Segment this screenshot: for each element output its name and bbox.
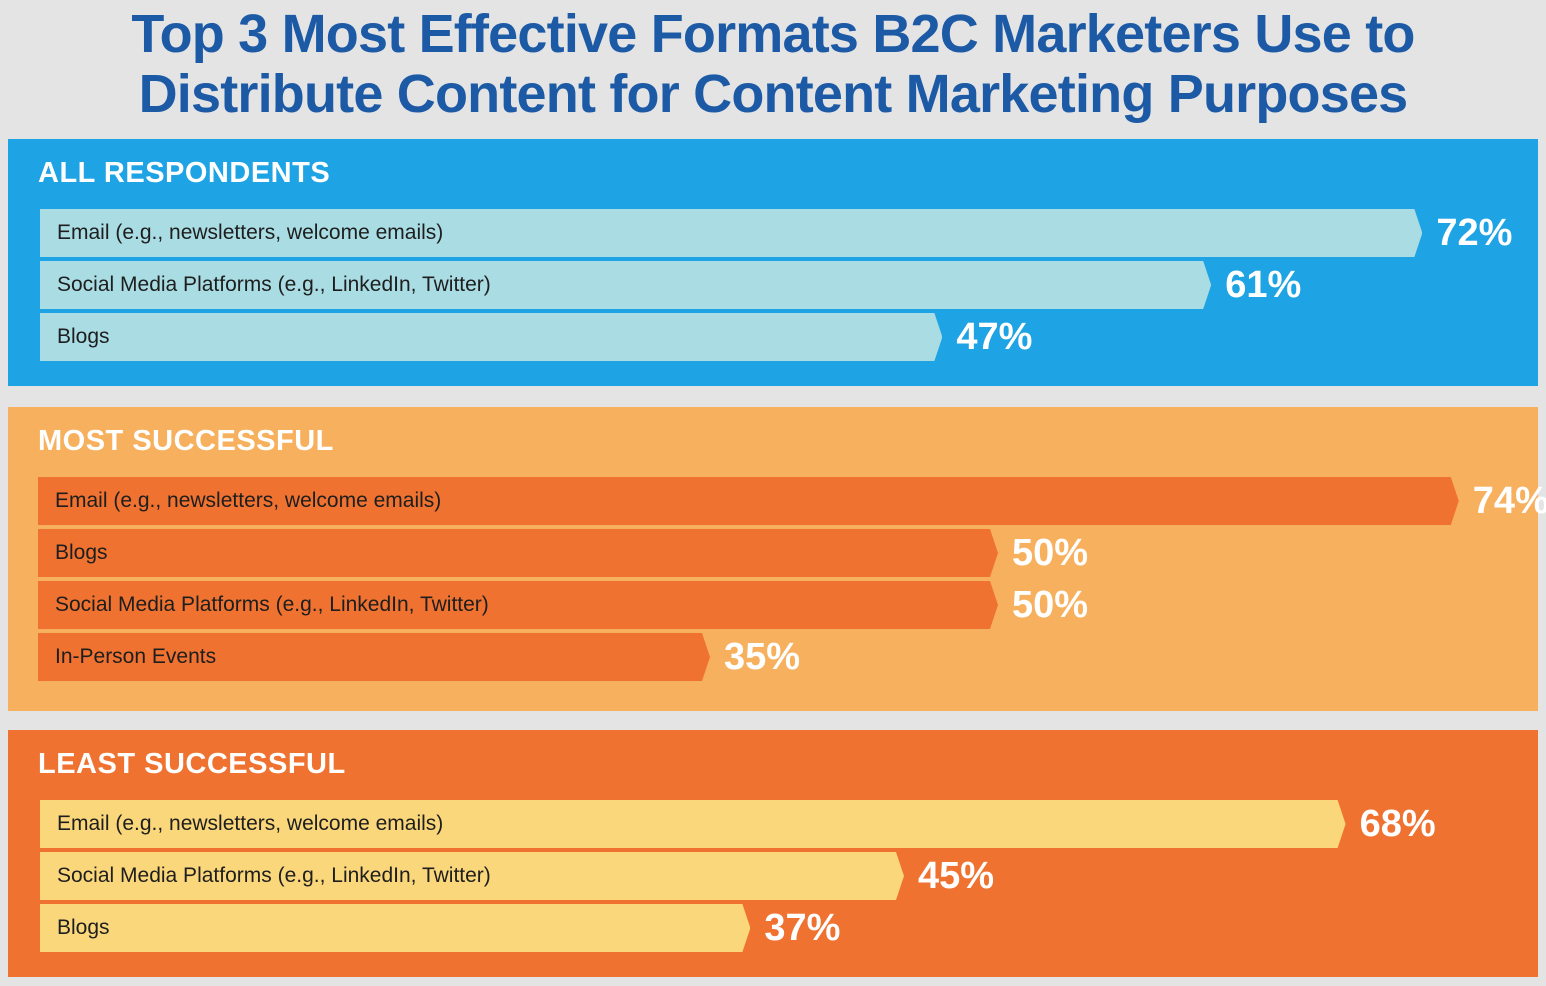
bar-value-label: 74% [1472, 480, 1546, 522]
bar-label: Email (e.g., newsletters, welcome emails… [57, 812, 444, 835]
bar-label: Email (e.g., newsletters, welcome emails… [55, 489, 442, 512]
chart-title-line-1: Top 3 Most Effective Formats B2C Markete… [131, 4, 1415, 64]
bar [40, 313, 942, 361]
bar-label: Social Media Platforms (e.g., LinkedIn, … [57, 864, 491, 887]
bar-label: In-Person Events [55, 645, 217, 668]
panel-most-successful: MOST SUCCESSFUL Email (e.g., newsletters… [8, 407, 1546, 711]
bar-label: Social Media Platforms (e.g., LinkedIn, … [57, 273, 491, 296]
chart-title-line-2: Distribute Content for Content Marketing… [138, 64, 1409, 124]
bar-value-label: 50% [1012, 532, 1089, 574]
panel-all-respondents: ALL RESPONDENTS Email (e.g., newsletters… [8, 139, 1538, 386]
bar-label: Blogs [55, 541, 108, 564]
panel-title: LEAST SUCCESSFUL [38, 748, 346, 780]
bar [40, 261, 1211, 309]
bar-label: Email (e.g., newsletters, welcome emails… [57, 221, 444, 244]
bar [40, 852, 904, 900]
chart-title: Top 3 Most Effective Formats B2C Markete… [0, 4, 1546, 124]
bar-label: Blogs [57, 325, 110, 348]
bar [38, 529, 998, 577]
bar [40, 800, 1346, 848]
panel-title: MOST SUCCESSFUL [38, 425, 334, 457]
bar [38, 581, 998, 629]
bar-value-label: 68% [1359, 803, 1436, 845]
panel-least-successful: LEAST SUCCESSFUL Email (e.g., newsletter… [8, 730, 1538, 977]
bar-value-label: 47% [956, 316, 1033, 358]
bar [38, 633, 710, 681]
bar-value-label: 72% [1436, 212, 1513, 254]
bar-value-label: 50% [1012, 584, 1089, 626]
panel-title: ALL RESPONDENTS [38, 157, 331, 189]
bar-value-label: 37% [764, 907, 841, 949]
bar-value-label: 35% [724, 636, 801, 678]
bar-label: Social Media Platforms (e.g., LinkedIn, … [55, 593, 489, 616]
bar [38, 477, 1459, 525]
bar [40, 209, 1422, 257]
bar-value-label: 45% [918, 855, 995, 897]
bar-value-label: 61% [1225, 264, 1302, 306]
bar [40, 904, 750, 952]
bar-label: Blogs [57, 916, 110, 939]
